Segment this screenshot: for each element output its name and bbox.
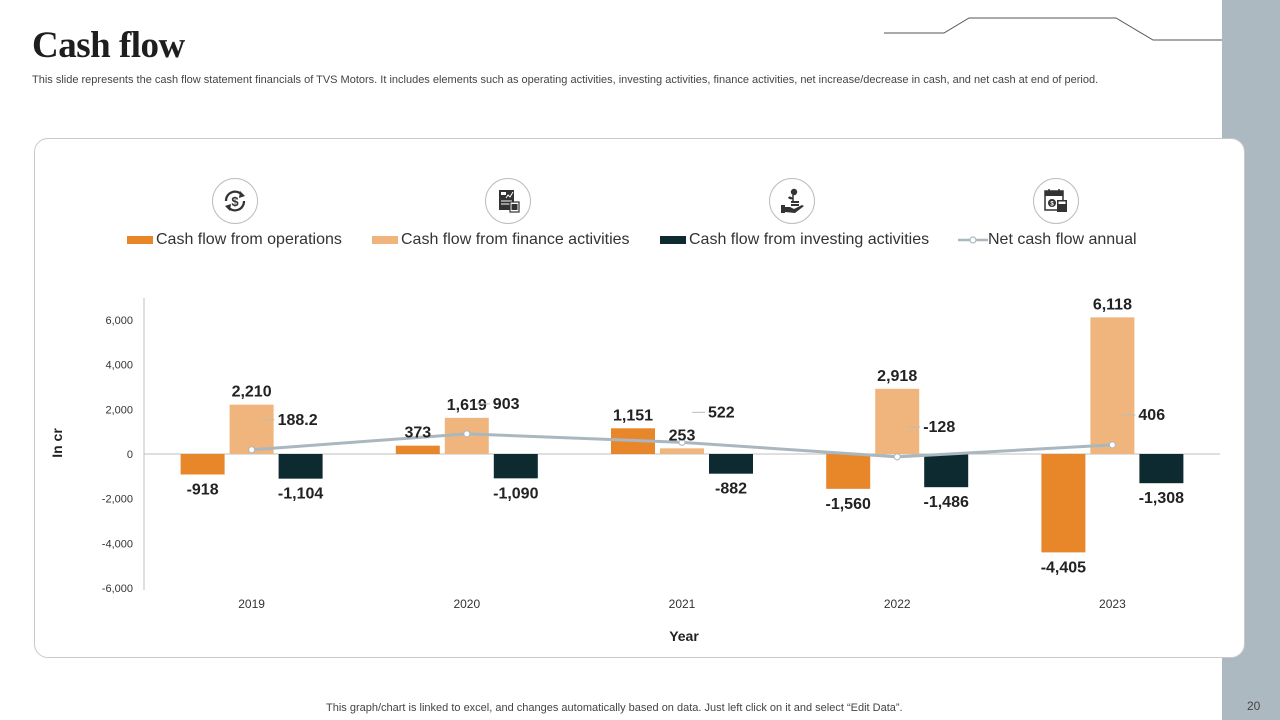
net-cash-point-2021[interactable]: [678, 438, 686, 446]
svg-text:$: $: [231, 194, 239, 209]
bar-cash-flow-from-finance-activities-2021[interactable]: [660, 448, 704, 454]
bar-cash-flow-from-operations-2019[interactable]: [180, 454, 225, 475]
bar-cash-flow-from-investing-activities-2020[interactable]: [493, 454, 538, 479]
data-label: 6,118: [1093, 296, 1132, 313]
y-tick-label: 6,000: [105, 315, 133, 327]
legend-item-operations[interactable]: Cash flow from operations: [127, 231, 342, 249]
data-label: -1,486: [924, 494, 969, 511]
legend-line-marker: [958, 236, 988, 244]
page-number: 20: [1247, 699, 1261, 713]
legend-item-investing[interactable]: Cash flow from investing activities: [660, 231, 929, 249]
net-cash-point-2020[interactable]: [463, 430, 471, 438]
data-label: -1,104: [278, 486, 323, 503]
legend-label: Cash flow from investing activities: [689, 231, 930, 248]
hand-plant-coins-icon: [769, 178, 815, 224]
x-axis-title: Year: [669, 628, 699, 644]
bar-cash-flow-from-investing-activities-2021[interactable]: [709, 454, 753, 474]
x-tick-label: 2023: [1099, 597, 1126, 611]
legend-item-net[interactable]: Net cash flow annual: [958, 231, 1137, 249]
data-label: -918: [187, 482, 219, 499]
data-label: -1,308: [1139, 490, 1184, 507]
net-cash-data-label: 903: [493, 396, 520, 413]
x-tick-label: 2022: [884, 597, 911, 611]
data-label: 253: [669, 427, 696, 444]
bar-cash-flow-from-investing-activities-2019[interactable]: [278, 454, 323, 479]
bar-cash-flow-from-operations-2020[interactable]: [395, 445, 440, 454]
legend-swatch-investing: [660, 236, 686, 244]
net-cash-point-2022[interactable]: [893, 453, 901, 461]
financial-report-calculator-icon: [485, 178, 531, 224]
data-label: 1,619: [447, 397, 487, 414]
net-cash-point-2023[interactable]: [1108, 441, 1116, 449]
net-cash-line: [248, 430, 1116, 461]
legend-swatch-operations: [127, 236, 153, 244]
net-cash-data-label: 406: [1138, 407, 1165, 424]
dollar-cycle-icon: $: [212, 178, 258, 224]
x-tick-label: 2020: [453, 597, 480, 611]
page-title: Cash flow: [32, 25, 185, 66]
legend-label: Cash flow from finance activities: [401, 231, 630, 248]
bar-cash-flow-from-operations-2022[interactable]: [826, 454, 871, 489]
chart-card: [34, 138, 1245, 658]
y-tick-label: -6,000: [102, 583, 133, 595]
net-cash-point-2019[interactable]: [248, 446, 256, 454]
net-cash-data-label: -128: [923, 419, 955, 436]
calendar-dollar-calculator-icon: $: [1033, 178, 1079, 224]
bar-cash-flow-from-finance-activities-2019[interactable]: [229, 404, 274, 454]
legend-item-finance[interactable]: Cash flow from finance activities: [372, 231, 630, 249]
y-tick-label: 0: [127, 449, 133, 461]
net-cash-data-label: 522: [708, 404, 735, 421]
x-tick-label: 2019: [238, 597, 265, 611]
legend-label: Net cash flow annual: [988, 231, 1137, 248]
bar-cash-flow-from-investing-activities-2023[interactable]: [1139, 454, 1184, 484]
legend-swatch-finance: [372, 236, 398, 244]
data-label: 373: [404, 425, 431, 442]
data-label: 2,918: [877, 368, 917, 385]
bar-cash-flow-from-operations-2023[interactable]: [1041, 454, 1086, 553]
data-label: -4,405: [1041, 559, 1086, 576]
y-tick-label: -2,000: [102, 494, 133, 506]
x-tick-label: 2021: [669, 597, 696, 611]
bar-cash-flow-from-finance-activities-2023[interactable]: [1090, 317, 1135, 454]
data-label: 2,210: [232, 384, 272, 401]
y-tick-label: -4,000: [102, 538, 133, 550]
y-tick-labels: 6,000 4,000 2,000 0 -2,000 -4,000 -6,000: [102, 315, 133, 595]
footer-note: This graph/chart is linked to excel, and…: [326, 702, 903, 714]
x-tick-labels: 2019 2020 2021 2022 2023: [238, 597, 1126, 611]
data-label: 1,151: [613, 407, 653, 424]
net-cash-data-label: 188.2: [278, 412, 318, 429]
svg-text:$: $: [1050, 202, 1054, 208]
y-tick-label: 4,000: [105, 360, 133, 372]
bar-cash-flow-from-finance-activities-2022[interactable]: [875, 388, 920, 454]
decorative-line: [884, 17, 1222, 41]
data-label: -1,090: [493, 485, 538, 502]
y-axis-title: In cr: [49, 428, 65, 458]
legend-label: Cash flow from operations: [156, 231, 342, 248]
data-label: -1,560: [826, 496, 871, 513]
bars: [180, 317, 1184, 553]
bar-cash-flow-from-investing-activities-2022[interactable]: [924, 454, 969, 488]
y-tick-label: 2,000: [105, 404, 133, 416]
data-labels: -918 2,210 -1,104 373 1,619 -1,090 1,151 253 -88…: [187, 296, 1185, 576]
page-subtitle: This slide represents the cash flow stat…: [32, 74, 1099, 86]
data-label: -882: [715, 481, 747, 498]
